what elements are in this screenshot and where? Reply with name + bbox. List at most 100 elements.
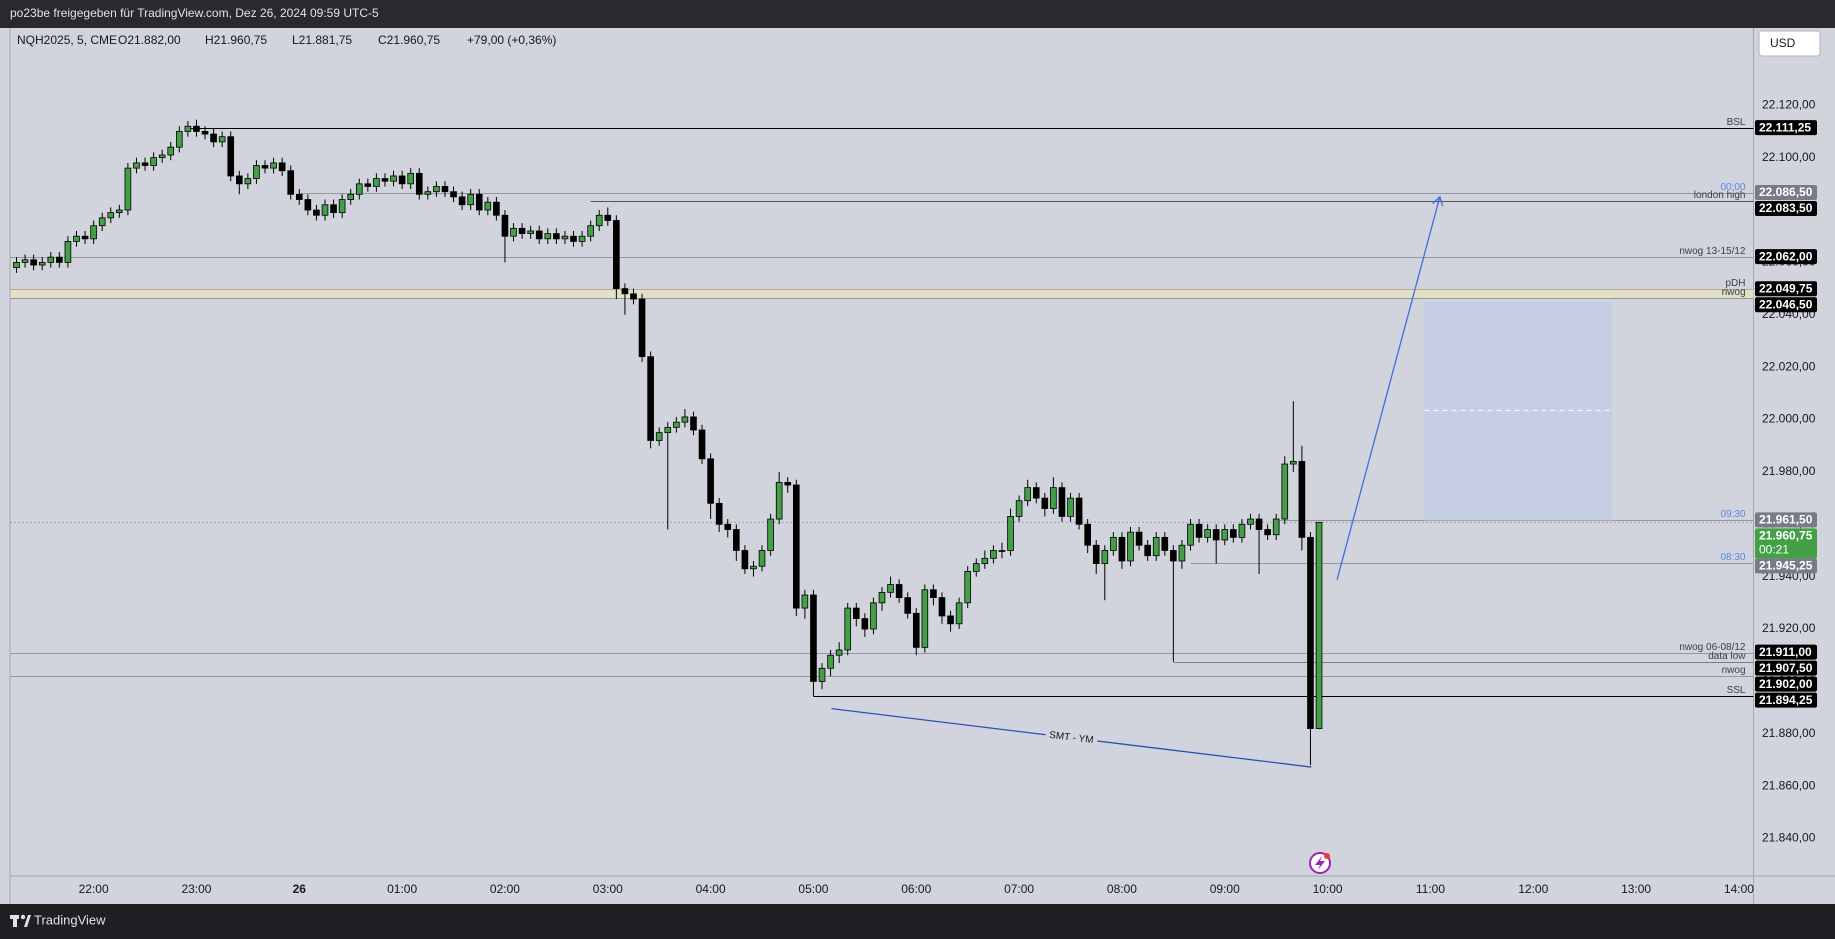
candle-body [56, 256, 63, 263]
price-tag-label: 22.083,50 [1759, 201, 1813, 215]
candle-body [647, 356, 654, 441]
level-label: 09:30 [1720, 509, 1745, 520]
price-tag-label: 21.961,50 [1759, 513, 1813, 527]
candle-body [1204, 529, 1211, 538]
candle-body [835, 649, 843, 656]
candle-body [887, 584, 894, 593]
level-label: data low [1708, 651, 1746, 662]
candle-body [724, 523, 732, 530]
candle-body [947, 615, 954, 625]
price-tag [1755, 558, 1817, 574]
candle-body [433, 186, 440, 193]
candle-body [681, 416, 689, 423]
price-tag-label: 21.945,25 [1759, 559, 1813, 573]
candle-body [690, 416, 697, 431]
candle-body [1315, 521, 1323, 729]
currency-button[interactable] [1758, 30, 1821, 57]
candle-body [1238, 523, 1246, 538]
candle-body [1127, 531, 1134, 562]
candle-body [1178, 544, 1186, 562]
candle-body [304, 199, 312, 211]
candle-body [818, 667, 826, 682]
candle-body [64, 241, 72, 263]
candle-body [878, 591, 886, 604]
footer-text: TradingView [34, 912, 106, 927]
level-label: SSL [1727, 685, 1746, 696]
candle-body [1092, 544, 1100, 564]
legend-change: +79,00 (+0,36%) [467, 33, 556, 47]
candle-body [1290, 461, 1297, 465]
arrow-head [1432, 195, 1444, 207]
candle-body [964, 571, 972, 604]
candle-body [21, 259, 29, 263]
candle-body [664, 426, 672, 434]
last-price-label: 21.960,75 [1759, 529, 1813, 543]
price-tag [1755, 512, 1817, 528]
candle-body [184, 125, 192, 132]
price-tag [1755, 120, 1817, 136]
candle-body [278, 162, 286, 172]
candle-body [1264, 529, 1271, 536]
y-tick-label: 22.100,00 [1762, 150, 1816, 164]
level-label: nwog 13-15/12 [1679, 246, 1746, 257]
candle-body [852, 607, 860, 619]
candle-body [390, 175, 397, 182]
candle-body [253, 165, 260, 179]
x-tick-label: 10:00 [1313, 882, 1343, 896]
y-tick-label: 21.880,00 [1762, 726, 1816, 740]
candle-body [990, 550, 997, 559]
candle-body [1221, 529, 1229, 541]
candle-body [938, 597, 946, 617]
candle-body [1101, 550, 1109, 564]
candle-body [707, 458, 714, 504]
candle-body [501, 214, 509, 237]
x-tick-label: 03:00 [593, 882, 623, 896]
level-label: pDH [1725, 278, 1745, 289]
price-tag-label: 21.902,00 [1759, 677, 1813, 691]
candle-body [235, 175, 243, 185]
candle-body [510, 227, 517, 237]
price-tag-label: 22.111,25 [1759, 120, 1811, 134]
candle-body [1050, 487, 1057, 509]
candle-body [107, 212, 115, 219]
y-tick-label: 22.120,00 [1762, 97, 1816, 111]
position-box [1424, 301, 1613, 521]
candle-body [972, 563, 980, 572]
candle-body [553, 233, 560, 240]
candle-body [1135, 531, 1143, 546]
candle-body [1041, 497, 1049, 509]
candle-body [415, 172, 423, 195]
candle-body [1161, 536, 1169, 551]
candle-body [518, 227, 526, 234]
alert-icon[interactable] [1309, 852, 1331, 874]
candle-body [493, 201, 500, 216]
legend-symbol: NQH2025, 5, CME [17, 33, 117, 47]
candle-body [1024, 487, 1031, 502]
candle-body [767, 518, 774, 551]
candle-body [210, 133, 217, 143]
candle-body [1058, 487, 1066, 517]
price-tag-label: 22.049,75 [1759, 281, 1813, 295]
candle-body [544, 233, 552, 240]
level-label: 08:30 [1720, 552, 1745, 563]
x-tick-label: 09:00 [1210, 882, 1240, 896]
candle-body [441, 186, 449, 193]
candle-body [295, 193, 303, 200]
candle-body [758, 550, 766, 567]
candle-body [270, 162, 277, 169]
candle-body [381, 178, 389, 182]
countdown-label: 00:21 [1759, 543, 1789, 557]
price-tag [1755, 660, 1817, 676]
candle-body [1152, 536, 1160, 557]
x-tick-label: 11:00 [1416, 882, 1445, 896]
price-tag-label: 22.086,50 [1759, 185, 1813, 199]
x-tick-label: 04:00 [696, 882, 726, 896]
legend-open: O21.882,00 [118, 33, 181, 47]
candle-body [218, 136, 226, 143]
candle-body [921, 589, 929, 648]
zone [10, 289, 1754, 299]
currency-label: USD [1770, 36, 1796, 50]
level-label: 00:00 [1720, 182, 1745, 193]
level-label: london high [1694, 190, 1746, 201]
